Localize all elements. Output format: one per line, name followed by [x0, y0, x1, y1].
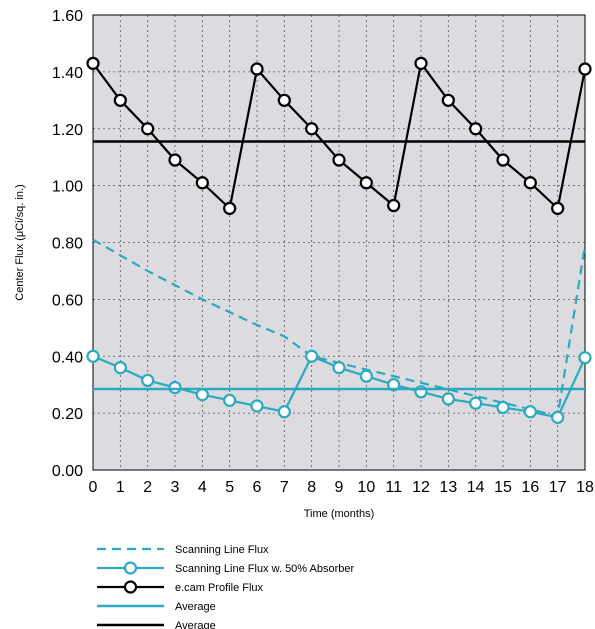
data-point — [359, 369, 373, 383]
x-tick-label: 11 — [385, 479, 402, 496]
data-point — [305, 349, 319, 363]
data-point — [305, 122, 319, 136]
x-tick-label: 10 — [357, 479, 375, 496]
y-tick-label: 1.60 — [52, 8, 83, 25]
legend-item: Scanning Line Flux — [97, 544, 269, 556]
plot-area — [86, 14, 592, 471]
y-tick-label: 0.20 — [52, 406, 83, 423]
data-point — [168, 153, 182, 167]
data-point — [277, 93, 291, 107]
data-point — [496, 400, 510, 415]
y-tick-label: 0.00 — [52, 463, 83, 480]
data-point — [195, 388, 209, 402]
x-tick-label: 2 — [143, 479, 152, 496]
data-point — [578, 62, 592, 76]
x-tick-label: 5 — [225, 479, 234, 496]
data-point — [441, 392, 455, 406]
series-layer — [86, 56, 592, 424]
x-tick-label: 15 — [494, 479, 512, 496]
legend-label: Scanning Line Flux — [175, 544, 269, 556]
legend-item: Scanning Line Flux w. 50% Absorber — [97, 561, 355, 575]
data-point — [496, 153, 510, 167]
legend: Scanning Line Flux Scanning Line Flux w. … — [97, 544, 355, 629]
data-point — [141, 122, 155, 136]
x-tick-label: 3 — [171, 479, 180, 496]
series-scanning-line-flux — [92, 238, 587, 418]
data-point — [387, 198, 401, 213]
data-point — [250, 62, 264, 76]
legend-item: Average — [97, 601, 216, 613]
legend-marker — [123, 580, 138, 594]
x-tick-label: 6 — [253, 479, 262, 496]
data-point — [141, 373, 155, 388]
data-point — [223, 201, 237, 215]
y-tick-label: 1.40 — [52, 65, 83, 82]
y-tick-label: 0.80 — [52, 236, 83, 253]
x-tick-label: 7 — [280, 479, 289, 496]
x-tick-label: 18 — [576, 479, 594, 496]
y-axis-ticks: 0.00 0.20 0.40 0.60 0.80 1.00 1.20 1.40 1.60 — [52, 8, 83, 480]
data-point — [86, 349, 100, 363]
x-tick-label: 12 — [412, 479, 430, 496]
data-point — [332, 361, 346, 375]
data-point — [551, 410, 565, 424]
x-axis-title: Time (months) — [304, 508, 375, 520]
legend-label: Average — [175, 601, 216, 613]
data-point — [578, 351, 592, 365]
data-point — [86, 56, 100, 70]
legend-label: Scanning Line Flux w. 50% Absorber — [175, 563, 355, 575]
y-tick-label: 0.40 — [52, 349, 83, 366]
data-point — [414, 56, 428, 70]
x-tick-label: 1 — [116, 479, 125, 496]
y-tick-label: 0.60 — [52, 292, 83, 309]
legend-label: Average — [175, 620, 216, 629]
x-tick-label: 8 — [307, 479, 316, 496]
y-axis-title: Center Flux (μCi/sq. in.) — [14, 184, 26, 300]
data-point — [441, 93, 455, 107]
data-point — [195, 176, 209, 190]
data-point — [113, 93, 127, 107]
grid — [93, 15, 585, 470]
data-point — [332, 153, 346, 167]
data-point — [523, 405, 537, 419]
data-point — [113, 361, 127, 375]
x-tick-label: 13 — [439, 479, 457, 496]
x-axis-ticks: 0 1 2 3 4 5 6 7 8 9 10 11 12 13 14 15 16 17 18 — [89, 479, 594, 496]
data-point — [359, 176, 373, 190]
data-point — [523, 176, 537, 190]
legend-item: Average — [97, 620, 216, 629]
y-tick-label: 1.20 — [52, 122, 83, 139]
x-tick-label: 9 — [335, 479, 344, 496]
y-tick-label: 1.00 — [52, 179, 83, 196]
series-line-scanning-line-flux — [92, 238, 587, 418]
legend-label: e.cam Profile Flux — [175, 582, 264, 594]
data-point — [551, 201, 565, 215]
legend-marker — [123, 561, 138, 575]
plot-frame — [92, 14, 586, 471]
series-scanning-line-flux-absorber — [86, 349, 592, 424]
legend-item: e.cam Profile Flux — [97, 580, 264, 594]
data-point — [168, 380, 182, 395]
series-ecam-profile-flux — [86, 56, 592, 215]
data-point — [469, 122, 483, 136]
x-tick-label: 0 — [89, 479, 98, 496]
data-point — [469, 396, 483, 410]
x-tick-label: 14 — [467, 479, 485, 496]
data-point — [223, 393, 237, 407]
data-point — [250, 399, 264, 413]
x-tick-label: 17 — [549, 479, 567, 496]
data-point — [277, 405, 291, 419]
x-tick-label: 4 — [198, 479, 207, 496]
x-tick-label: 16 — [521, 479, 539, 496]
